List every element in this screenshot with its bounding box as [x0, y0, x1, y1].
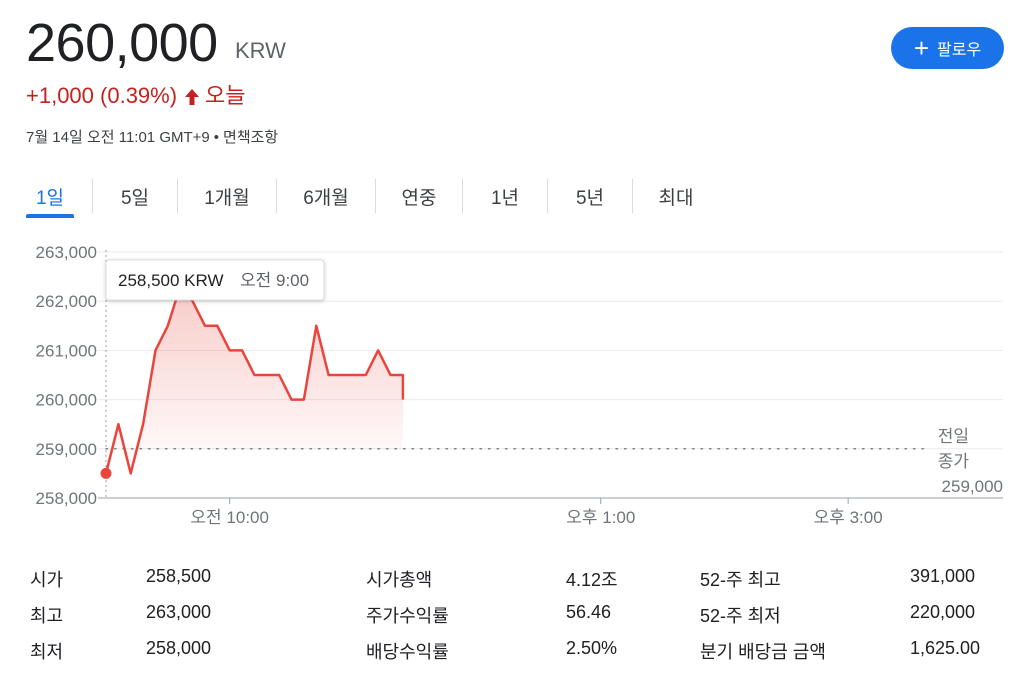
stat-value-52w-low: 220,000 — [910, 602, 976, 622]
stat-label-high: 최고 — [30, 606, 64, 626]
y-tick-label: 261,000 — [36, 341, 97, 360]
price-chart[interactable]: 263,000 262,000 261,000 260,000 259,000 258,0… — [0, 236, 1033, 536]
tab-label: 연중 — [401, 187, 437, 209]
tab-1m[interactable]: 1개월 — [178, 176, 276, 216]
tab-divider — [375, 179, 376, 213]
previous-close-label: 종가 — [938, 452, 970, 471]
stat-label-open: 시가 — [30, 570, 64, 590]
stat-value-quarterly-dividend: 1,625.00 — [910, 638, 981, 658]
tab-5y[interactable]: 5년 — [548, 176, 632, 216]
stat-label-low: 최저 — [30, 642, 64, 662]
tab-selected-indicator — [26, 214, 74, 218]
tab-divider — [177, 179, 178, 213]
hover-point — [100, 467, 112, 479]
change-period: 오늘 — [205, 83, 246, 108]
x-tick-label: 오후 1:00 — [566, 508, 635, 527]
change-value: +1,000 (0.39%) — [26, 83, 178, 108]
tab-1y[interactable]: 1년 — [463, 176, 547, 216]
previous-close-label: 전일 — [938, 427, 969, 446]
arrow-up-icon — [183, 86, 201, 106]
tab-ytd[interactable]: 연중 — [376, 176, 462, 216]
timestamp-line: 7월 14일 오전 11:01 GMT+9 • 면책조항 — [26, 126, 278, 147]
y-tick-label: 258,000 — [36, 489, 97, 508]
y-tick-label: 262,000 — [36, 292, 97, 311]
timestamp: 7월 14일 오전 11:01 GMT+9 — [26, 129, 210, 146]
tab-label: 5일 — [120, 187, 150, 209]
tooltip-time: 오전 9:00 — [240, 271, 309, 290]
stat-value-high: 263,000 — [146, 602, 212, 622]
tab-divider — [276, 179, 277, 213]
stat-value-low: 258,000 — [146, 638, 212, 658]
previous-close-value: 259,000 — [942, 477, 1003, 496]
series-line — [104, 285, 405, 475]
stat-label-dividend-yield: 배당수익률 — [366, 642, 449, 662]
tab-label: 5년 — [575, 187, 605, 209]
stat-label-52w-high: 52-주 최고 — [700, 570, 781, 590]
currency-label: KRW — [235, 38, 286, 63]
stat-label-quarterly-dividend: 분기 배당금 금액 — [700, 642, 826, 662]
stock-price: 260,000 — [26, 13, 218, 73]
tooltip-value: 258,500 KRW — [118, 271, 224, 290]
stat-value-52w-high: 391,000 — [910, 566, 976, 586]
tab-label: 최대 — [658, 187, 694, 209]
y-tick-label: 260,000 — [36, 391, 97, 410]
tab-divider — [632, 179, 633, 213]
tab-max[interactable]: 최대 — [633, 176, 719, 216]
stat-value-pe-ratio: 56.46 — [566, 602, 612, 622]
tab-5d[interactable]: 5일 — [93, 176, 177, 216]
tab-label: 6개월 — [303, 187, 349, 209]
tab-6m[interactable]: 6개월 — [277, 176, 375, 216]
tab-divider — [92, 179, 93, 213]
tab-divider — [547, 179, 548, 213]
range-tabs: 1일 5일 1개월 6개월 연중 1년 5년 최대 — [26, 176, 719, 218]
stat-value-market-cap: 4.12조 — [566, 570, 618, 590]
x-tick-label: 오후 3:00 — [814, 508, 883, 527]
stat-value-open: 258,500 — [146, 566, 212, 586]
follow-button[interactable]: + 팔로우 — [891, 27, 1004, 69]
stat-label-pe-ratio: 주가수익률 — [366, 606, 449, 626]
bullet-separator: • — [213, 129, 220, 146]
tab-label: 1개월 — [204, 187, 250, 209]
tooltip-box — [105, 259, 325, 301]
x-tick-label: 오전 10:00 — [190, 508, 269, 527]
tab-divider — [462, 179, 463, 213]
stat-label-52w-low: 52-주 최저 — [700, 606, 781, 626]
disclaimer-link[interactable]: 면책조항 — [223, 129, 279, 146]
follow-label: 팔로우 — [937, 42, 982, 59]
tab-label: 1일 — [35, 187, 65, 209]
tab-label: 1년 — [490, 187, 520, 209]
stat-label-market-cap: 시가총액 — [366, 570, 433, 590]
plus-icon: + — [913, 33, 929, 63]
stat-value-dividend-yield: 2.50% — [566, 638, 618, 658]
price-change: +1,000 (0.39%) 오늘 — [26, 82, 246, 110]
y-tick-label: 259,000 — [36, 440, 97, 459]
series-area — [106, 286, 403, 474]
chart-tooltip: 258,500 KRW 오전 9:00 — [105, 259, 325, 301]
tab-1d[interactable]: 1일 — [26, 176, 74, 218]
y-tick-label: 263,000 — [36, 243, 97, 262]
